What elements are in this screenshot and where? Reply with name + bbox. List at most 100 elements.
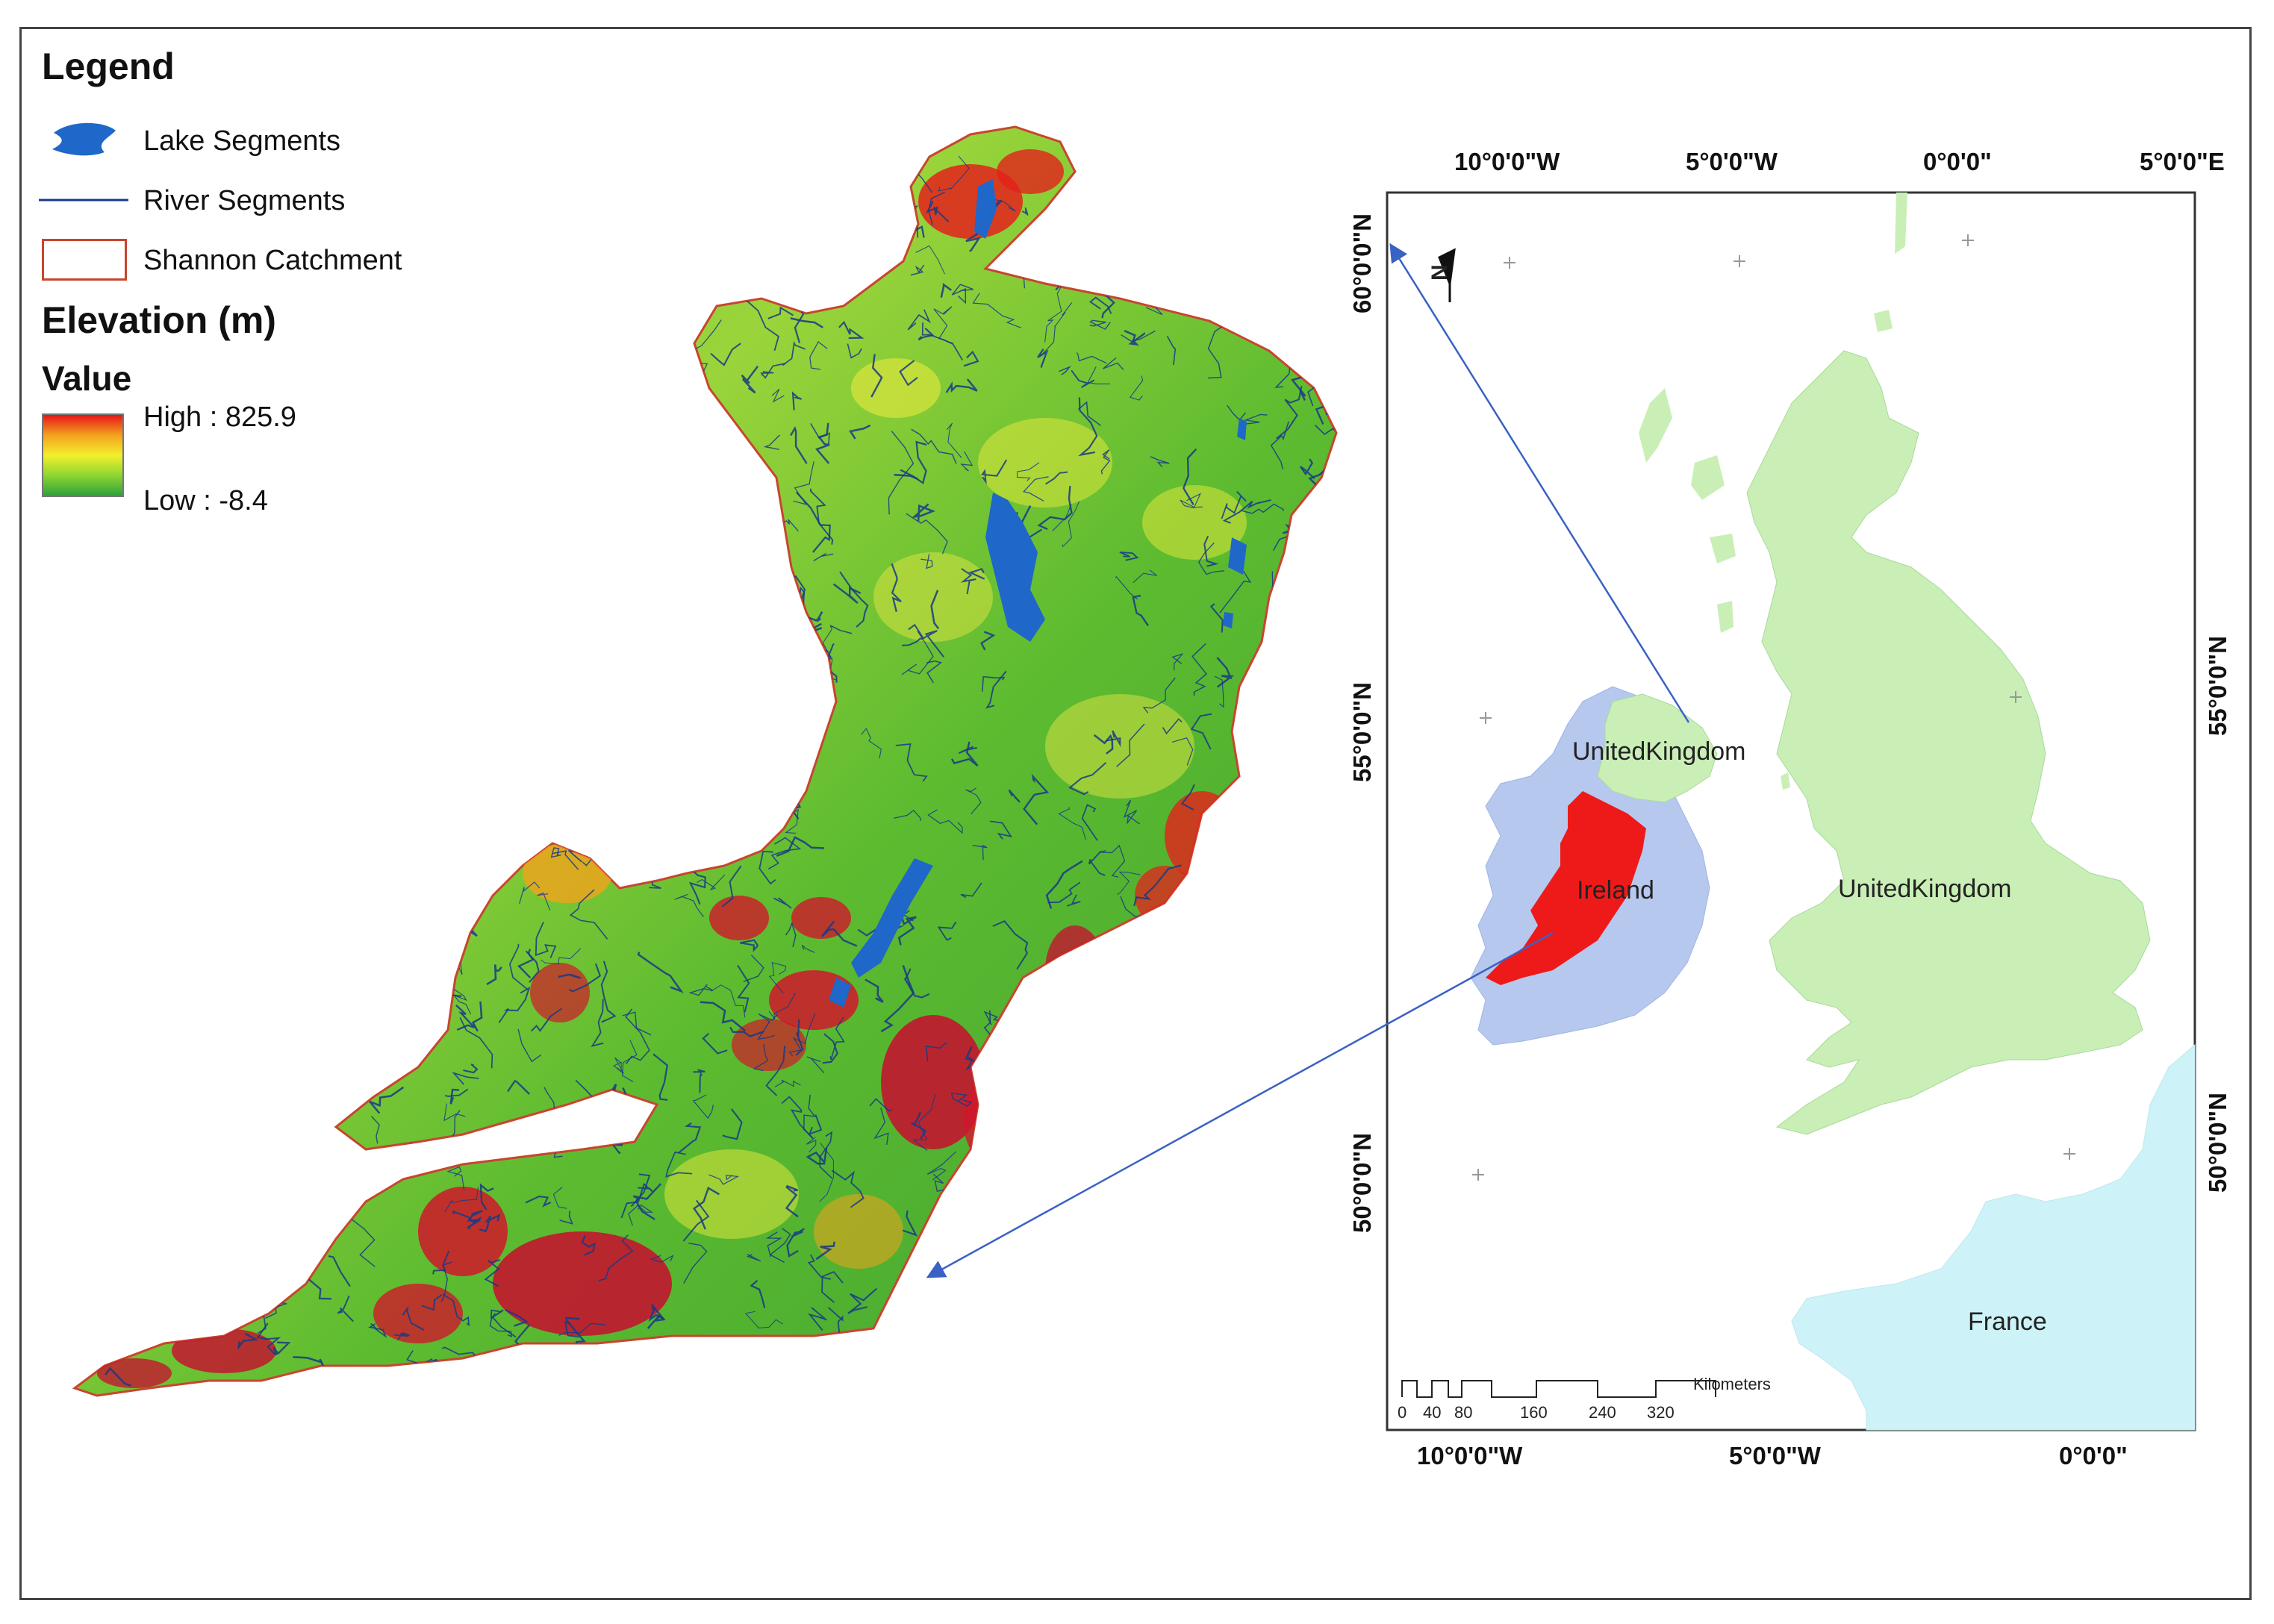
river-segment [1253, 747, 1265, 779]
river-segment [1305, 949, 1323, 987]
river-segment [781, 263, 804, 304]
inset-map [1386, 191, 2196, 1431]
river-segment [540, 948, 582, 965]
river-segment [100, 813, 123, 867]
river-segment [918, 327, 935, 341]
river-segment [525, 950, 540, 983]
river-segment [894, 809, 922, 822]
river-segment [131, 1092, 160, 1120]
river-segment [421, 1294, 443, 1311]
river-segment [652, 1053, 668, 1101]
river-segment [870, 354, 883, 398]
river-segment [1207, 324, 1225, 379]
river-segment [364, 445, 386, 468]
river-segment [468, 375, 506, 413]
river-segment [330, 354, 356, 363]
river-segment [1171, 1277, 1212, 1312]
river-segment [423, 395, 440, 435]
river-segment [1133, 569, 1157, 584]
river-segment [793, 461, 814, 505]
river-segment [134, 1224, 149, 1246]
river-segment [257, 608, 278, 636]
river-segment [697, 874, 726, 890]
river-segment [838, 320, 865, 340]
river-segment [1156, 1262, 1180, 1297]
river-segment [94, 1128, 129, 1148]
river-segment [589, 439, 607, 462]
river-segment [1190, 713, 1212, 750]
river-segment [1092, 1229, 1116, 1266]
river-segment [992, 919, 1029, 970]
river-segment [647, 1303, 666, 1329]
river-segment [434, 928, 450, 954]
river-segment [408, 132, 428, 180]
river-segment [1124, 330, 1146, 346]
river-segment [163, 804, 211, 844]
river-segment [1119, 551, 1139, 561]
top-longitude-label: 0°0'0" [1923, 148, 1992, 175]
river-segment [1233, 970, 1254, 1013]
river-segment [324, 1166, 341, 1178]
river-segment [1243, 1387, 1277, 1396]
river-segment [403, 831, 423, 863]
river-segment [447, 340, 460, 391]
river-segment [523, 600, 545, 623]
river-segment [692, 1094, 714, 1119]
river-segment [1200, 952, 1237, 1007]
river-segment [509, 943, 529, 990]
river-segment [1062, 972, 1093, 1005]
river-segment [467, 368, 496, 418]
river-segment [552, 850, 579, 870]
elevation-high-label: High : 825.9 [143, 402, 296, 433]
river-segment [558, 1322, 605, 1336]
river-segment [865, 978, 884, 1003]
river-segment [225, 915, 240, 930]
river-segment [897, 909, 917, 946]
river-segment [1150, 174, 1171, 219]
river-segment [185, 846, 204, 869]
scale-tick-label: 160 [1520, 1403, 1548, 1422]
river-segment [424, 880, 439, 924]
river-segment [819, 1142, 834, 1202]
river-segment [1323, 818, 1336, 846]
river-segment [514, 332, 538, 340]
river-segment [965, 787, 982, 815]
river-segment [823, 127, 835, 149]
river-segment [714, 136, 733, 160]
river-segment [712, 796, 734, 825]
river-segment [302, 656, 327, 690]
river-segment [782, 1349, 813, 1386]
river-segment [776, 836, 824, 857]
river-segment [1227, 1295, 1253, 1330]
river-segment [750, 1279, 766, 1308]
river-segment [395, 309, 417, 320]
river-segment [553, 675, 570, 727]
river-segment [467, 430, 492, 459]
river-segment [740, 772, 758, 790]
river-segment [232, 1094, 246, 1108]
river-segment [829, 1016, 845, 1061]
river-segment [1318, 313, 1336, 327]
river-segment [461, 349, 468, 365]
river-segment [1323, 752, 1336, 770]
right-latitude-label: 55°0'0"N [2204, 636, 2231, 736]
river-segment [601, 849, 625, 855]
river-segment [773, 897, 792, 909]
river-segment [626, 770, 642, 799]
graticule-cross [1480, 712, 1492, 724]
river-segment [1235, 1355, 1249, 1376]
scale-tick-label: 80 [1454, 1403, 1473, 1422]
river-segment [611, 370, 623, 378]
river-segment [102, 1285, 124, 1328]
river-segment [1309, 1136, 1330, 1155]
river-segment [134, 769, 155, 783]
river-segment [420, 924, 466, 969]
river-segment [1265, 613, 1285, 637]
river-segment [786, 1228, 806, 1258]
river-segment [333, 345, 361, 373]
scale-bar [1401, 1380, 1716, 1398]
river-segment [1302, 348, 1336, 367]
river-segment [760, 363, 785, 379]
river-segment [1171, 737, 1194, 766]
